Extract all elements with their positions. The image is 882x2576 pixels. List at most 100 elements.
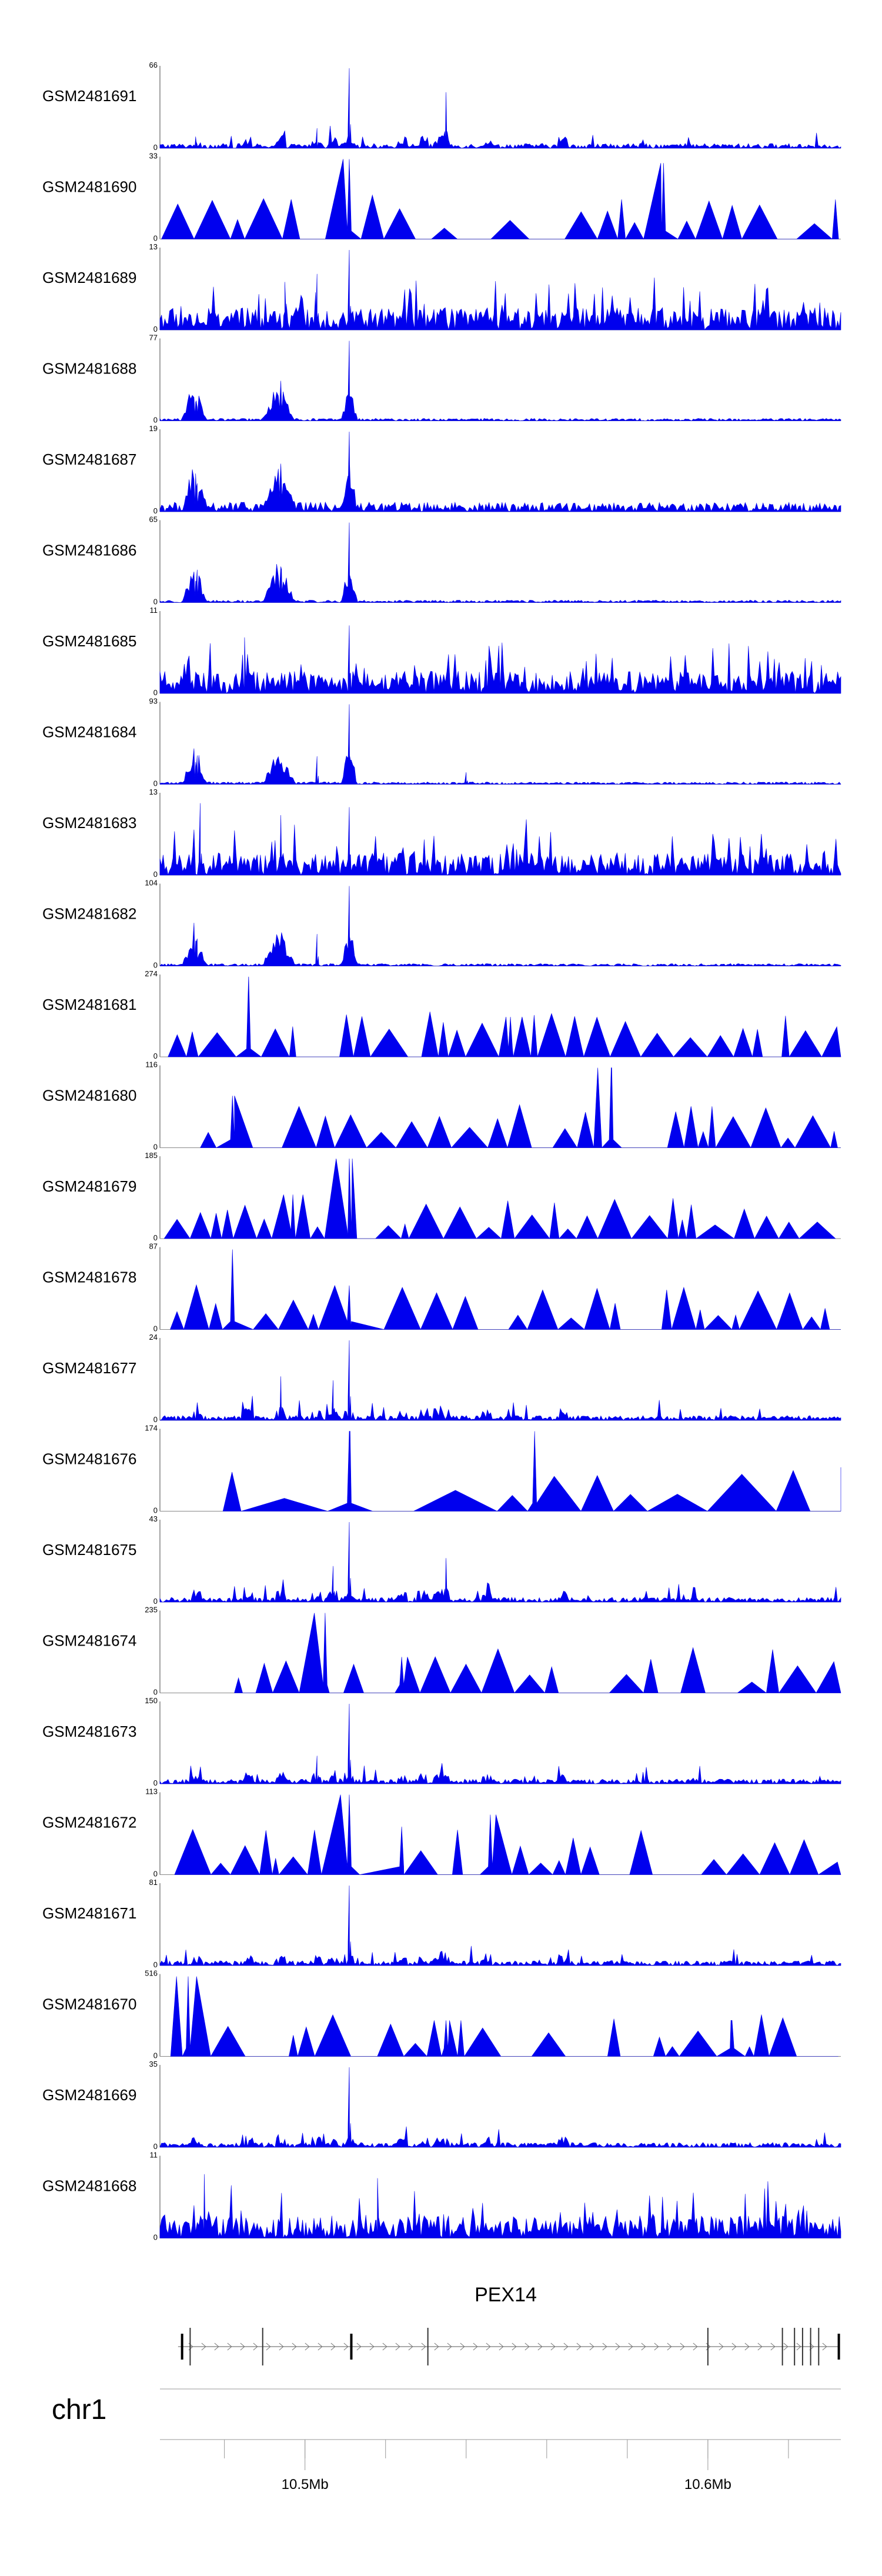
track-gsm2481686: GSM2481686 65 0 [42,515,841,606]
exon [189,2328,191,2365]
axis-label: 10.5Mb [282,2477,329,2492]
track-label: GSM2481674 [42,1632,136,1650]
y-min-label: 0 [153,325,158,333]
exon [427,2328,429,2365]
y-max-label: 274 [145,969,158,978]
track-gsm2481673: GSM2481673 150 0 [42,1696,841,1787]
exon [810,2328,811,2365]
track-label: GSM2481672 [42,1814,136,1831]
y-max-label: 150 [145,1696,158,1705]
strand-chevron [214,2343,219,2351]
signal-area [170,1976,838,2057]
y-max-label: 77 [149,333,158,342]
gene-name: PEX14 [475,2284,537,2306]
signal-area [159,1521,841,1603]
track-label: GSM2481678 [42,1269,136,1286]
y-min-label: 0 [153,1506,158,1515]
exon [262,2328,263,2365]
strand-chevron [744,2343,750,2351]
track-label: GSM2481673 [42,1723,136,1740]
track-gsm2481689: GSM2481689 13 0 [42,242,841,333]
track-gsm2481685: GSM2481685 11 0 [42,606,841,697]
track-gsm2481671: GSM2481671 81 0 [42,1878,841,1969]
y-max-label: 235 [145,1606,158,1614]
gene-model: PEX14 [178,2284,840,2365]
track-label: GSM2481676 [42,1450,136,1468]
y-max-label: 19 [149,424,158,433]
y-max-label: 35 [149,2060,158,2068]
track-label: GSM2481685 [42,632,136,650]
strand-chevron [253,2343,258,2351]
strand-chevron [356,2343,362,2351]
y-min-label: 0 [153,961,158,970]
y-min-label: 0 [153,416,158,425]
y-min-label: 0 [153,870,158,879]
track-gsm2481690: GSM2481690 33 0 [42,152,841,243]
y-max-label: 65 [149,515,158,524]
signal-area [159,2067,841,2148]
strand-chevron [667,2343,672,2351]
strand-chevron [499,2343,504,2351]
strand-chevron [279,2343,284,2351]
strand-chevron [822,2343,827,2351]
track-label: GSM2481671 [42,1904,136,1922]
signal-area [159,431,841,512]
y-max-label: 516 [145,1969,158,1978]
y-min-label: 0 [153,1960,158,1969]
track-gsm2481684: GSM2481684 93 0 [42,697,841,788]
strand-chevron [395,2343,400,2351]
strand-chevron [447,2343,452,2351]
track-gsm2481674: GSM2481674 235 0 [42,1606,841,1697]
signal-area [159,1703,841,1784]
track-gsm2481668: GSM2481668 11 0 [42,2151,841,2242]
signal-area [222,1431,841,1512]
signal-area [159,1340,841,1421]
track-label: GSM2481687 [42,451,136,468]
track-label: GSM2481668 [42,2177,136,2195]
strand-chevron [719,2343,724,2351]
y-max-label: 87 [149,1242,158,1251]
strand-chevron [318,2343,323,2351]
track-gsm2481691: GSM2481691 66 0 [42,61,841,152]
track-gsm2481683: GSM2481683 13 0 [42,788,841,879]
track-gsm2481676: GSM2481676 174 0 [42,1424,841,1515]
signal-area [168,976,841,1058]
signal-area [159,68,841,149]
strand-chevron [628,2343,633,2351]
track-gsm2481675: GSM2481675 43 0 [42,1514,841,1606]
y-min-label: 0 [153,1778,158,1787]
exon [781,2328,783,2365]
track-label: GSM2481691 [42,87,136,105]
exon [350,2334,353,2360]
y-max-label: 66 [149,61,158,69]
track-gsm2481677: GSM2481677 24 0 [42,1333,841,1424]
strand-chevron [240,2343,245,2351]
track-label: GSM2481680 [42,1087,136,1105]
track-label: GSM2481682 [42,905,136,923]
track-gsm2481672: GSM2481672 113 0 [42,1787,841,1878]
strand-chevron [266,2343,271,2351]
signal-area [200,1067,841,1149]
strand-chevron [460,2343,465,2351]
y-max-label: 185 [145,1151,158,1160]
track-gsm2481687: GSM2481687 19 0 [42,424,841,515]
strand-chevron [641,2343,646,2351]
strand-chevron [369,2343,375,2351]
y-min-label: 0 [153,598,158,606]
strand-chevron [305,2343,310,2351]
strand-chevron [473,2343,478,2351]
track-gsm2481688: GSM2481688 77 0 [42,333,841,425]
exon [181,2334,183,2360]
strand-chevron [770,2343,776,2351]
chromosome-axis: chr1 10.5Mb 10.6Mb [52,2388,841,2492]
strand-chevron [731,2343,737,2351]
track-label: GSM2481677 [42,1359,136,1377]
strand-chevron [434,2343,439,2351]
y-min-label: 0 [153,1233,158,1242]
track-gsm2481681: GSM2481681 274 0 [42,969,841,1060]
y-min-label: 0 [153,234,158,243]
exon [818,2328,820,2365]
y-min-label: 0 [153,506,158,515]
strand-chevron [654,2343,659,2351]
